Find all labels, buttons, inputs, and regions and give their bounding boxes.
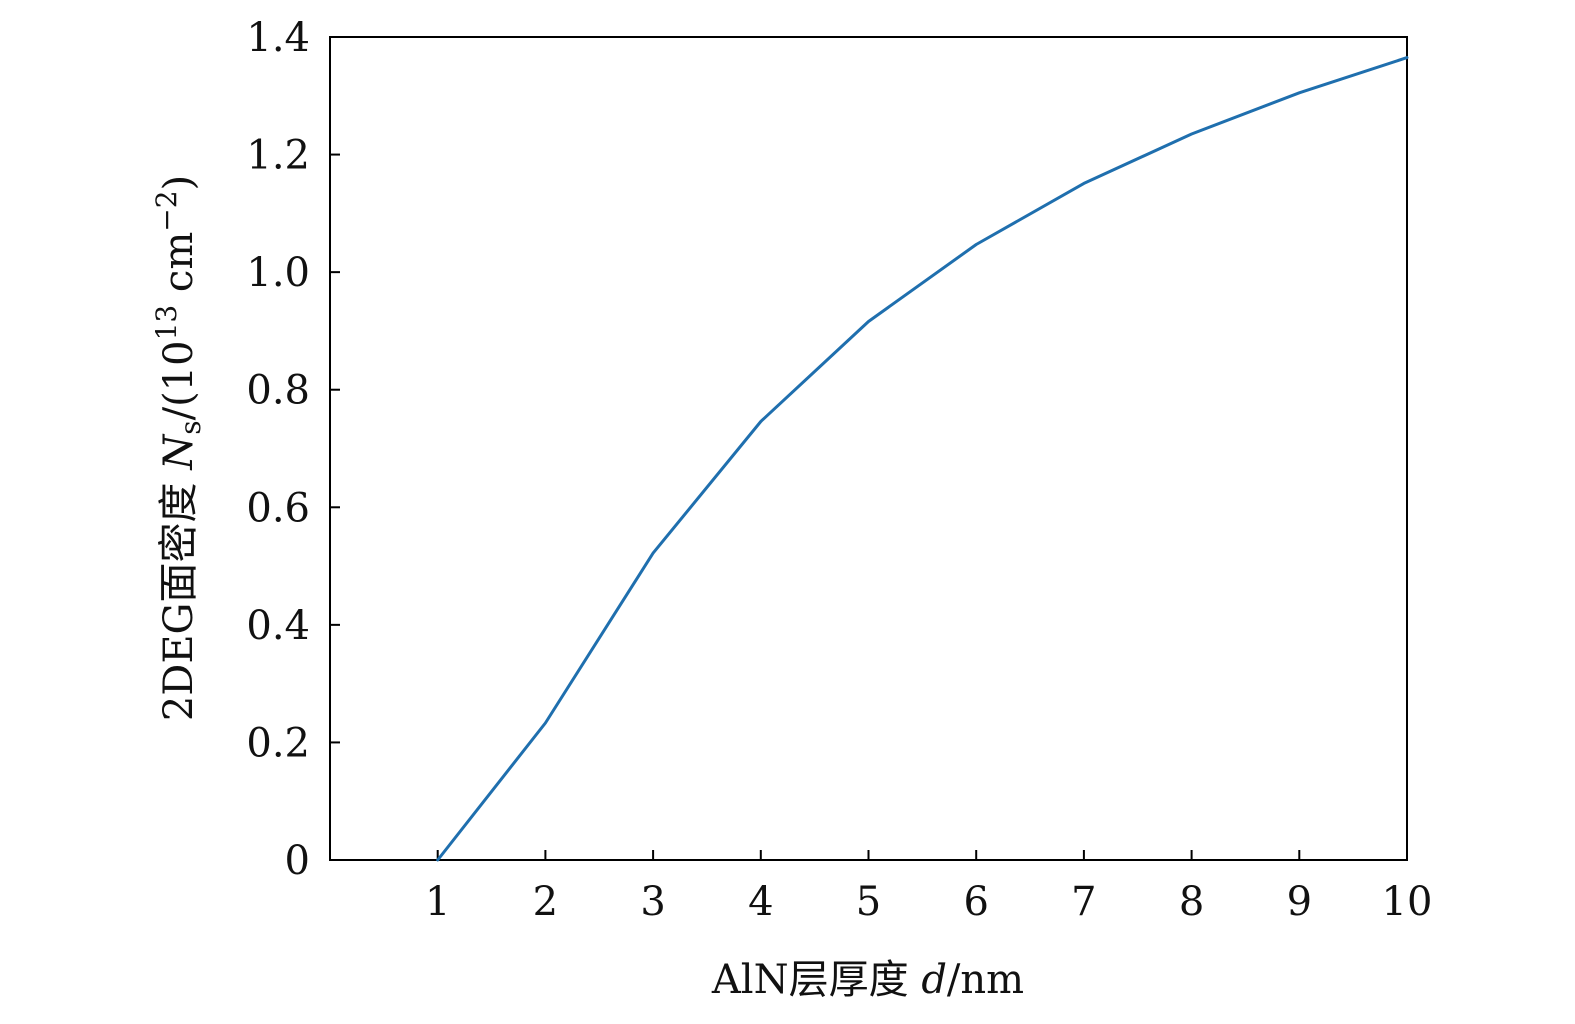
y-tick-label: 0.6 (246, 485, 310, 531)
y-tick-label: 0.2 (246, 720, 310, 766)
y-tick-label: 1.4 (246, 15, 310, 61)
y-axis-label-superscript: 13 (150, 305, 183, 341)
y-axis-label-unit-superscript: −2 (150, 190, 183, 231)
x-tick-label: 2 (533, 879, 558, 925)
series-group (436, 56, 1409, 862)
y-tick-label: 1.2 (246, 133, 310, 179)
x-tick-label: 4 (748, 879, 773, 925)
x-axis-ticks: 1 2 3 4 5 6 7 8 9 10 (425, 850, 1432, 925)
x-tick-label: 9 (1287, 879, 1312, 925)
y-axis-label-mid: /(10 (156, 340, 202, 420)
y-axis-label-prefix: 2DEG面密度 (156, 470, 202, 721)
x-tick-label: 8 (1179, 879, 1204, 925)
y-axis-label-unit: cm (156, 232, 202, 305)
y-axis-label: 2DEG面密度 Ns/(1013 cm−2) (150, 175, 207, 721)
y-tick-label: 0.4 (246, 603, 310, 649)
plot-frame-group (329, 36, 1408, 861)
x-axis-label-prefix: AlN层厚度 (711, 957, 921, 1003)
plot-frame (329, 36, 1408, 861)
y-axis-ticks: 0 0.2 0.4 0.6 0.8 1.0 1.2 1.4 (246, 15, 340, 884)
y-axis-label-symbol: N (156, 433, 202, 471)
y-tick-label: 0 (285, 838, 310, 884)
y-axis-label-close: ) (156, 175, 202, 191)
series-line-0 (436, 56, 1409, 862)
x-tick-label: 10 (1382, 879, 1433, 925)
y-tick-label: 1.0 (246, 250, 310, 296)
x-axis-label-suffix: /nm (947, 957, 1024, 1003)
y-axis-label-subscript: s (174, 420, 207, 434)
x-tick-label: 6 (963, 879, 988, 925)
x-axis-label-symbol: d (921, 957, 947, 1003)
x-tick-label: 1 (425, 879, 450, 925)
x-tick-label: 5 (856, 879, 881, 925)
x-axis-label: AlN层厚度 d/nm (711, 957, 1024, 1003)
x-tick-label: 3 (640, 879, 665, 925)
x-tick-label: 7 (1071, 879, 1096, 925)
y-tick-label: 0.8 (246, 368, 310, 414)
